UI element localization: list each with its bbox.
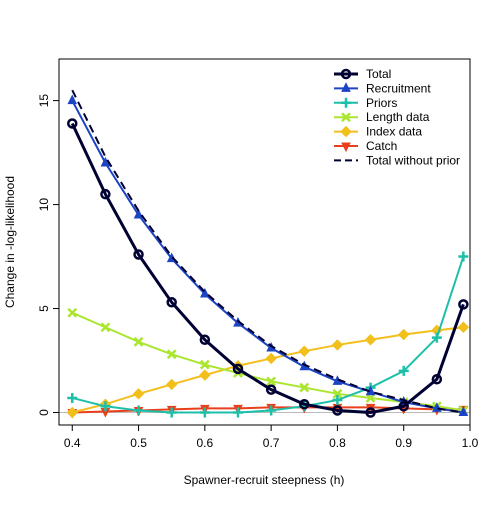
data-point-priors — [166, 407, 177, 418]
y-tick-label: 0 — [37, 409, 51, 416]
data-point-priors — [133, 405, 144, 416]
legend-item-total-without-prior: Total without prior — [334, 153, 460, 167]
data-point-total — [299, 398, 310, 410]
legend-label-catch: Catch — [366, 139, 397, 153]
legend-item-catch: Catch — [334, 139, 397, 153]
data-point-priors — [458, 251, 469, 262]
data-point-total — [100, 188, 111, 200]
data-point-length-data — [266, 376, 277, 387]
x-tick-label: 0.9 — [395, 436, 412, 450]
series-length-data — [67, 307, 469, 416]
data-point-priors — [398, 365, 409, 376]
series-total — [67, 118, 469, 418]
data-point-recruitment — [100, 156, 111, 167]
data-point-total — [365, 407, 376, 418]
data-point-total — [332, 405, 343, 416]
data-point-index-data — [132, 388, 145, 400]
data-point-priors — [67, 392, 78, 403]
data-point-length-data — [100, 322, 111, 333]
x-tick-label: 0.7 — [263, 436, 280, 450]
legend-item-index-data: Index data — [334, 125, 422, 139]
legend-item-length-data: Length data — [334, 110, 430, 124]
data-point-recruitment — [200, 287, 210, 298]
legend-item-total: Total — [334, 67, 391, 81]
x-tick-label: 0.8 — [329, 436, 346, 450]
data-point-total — [398, 401, 409, 412]
y-tick-label: 15 — [37, 94, 51, 108]
legend-item-recruitment: Recruitment — [334, 81, 431, 95]
y-axis-label: Change in -log-likelihood — [3, 176, 17, 308]
legend-label-length-data: Length data — [366, 110, 430, 124]
legend-label-index-data: Index data — [366, 125, 422, 139]
data-point-length-data — [166, 349, 177, 360]
data-point-index-data — [298, 345, 310, 357]
data-point-total — [199, 334, 211, 345]
data-point-total — [265, 384, 277, 395]
legend-marker-recruitment — [341, 82, 351, 92]
legend-marker-index-data — [340, 125, 352, 138]
data-point-total — [431, 374, 443, 385]
data-point-index-data — [457, 321, 470, 333]
data-point-length-data — [67, 307, 78, 318]
x-axis-label: Spawner-recruit steepness (h) — [184, 473, 345, 487]
data-point-length-data — [299, 382, 310, 393]
data-point-priors — [266, 405, 277, 416]
y-tick-label: 10 — [37, 198, 51, 212]
data-point-index-data — [199, 369, 211, 381]
legend-marker-length-data — [341, 112, 351, 123]
data-point-priors — [431, 332, 442, 343]
legend-marker-priors — [341, 97, 351, 108]
plot-frame — [58, 58, 471, 426]
legend-marker-total — [340, 68, 352, 80]
data-point-total — [67, 118, 78, 129]
data-point-index-data — [66, 406, 78, 419]
legend-marker-catch — [341, 142, 351, 153]
legend-label-total: Total — [366, 67, 391, 81]
data-point-recruitment — [133, 208, 144, 219]
data-point-length-data — [133, 336, 144, 347]
data-point-length-data — [365, 393, 376, 403]
x-tick-label: 0.4 — [64, 436, 81, 450]
data-point-index-data — [331, 339, 344, 351]
data-point-index-data — [364, 334, 377, 346]
data-point-total — [458, 299, 469, 310]
series-index-data — [66, 321, 470, 419]
legend-item-priors: Priors — [334, 96, 397, 110]
data-point-total — [133, 249, 144, 260]
series-total-without-prior — [71, 89, 464, 414]
data-point-index-data — [265, 352, 277, 365]
x-tick-label: 0.5 — [130, 436, 147, 450]
data-point-total — [232, 363, 244, 375]
legend-label-priors: Priors — [366, 96, 397, 110]
legend-label-total-without-prior: Total without prior — [366, 153, 460, 167]
series-line-total-without-prior — [71, 89, 464, 414]
series-line-total — [70, 122, 465, 415]
data-point-priors — [100, 401, 111, 412]
data-point-recruitment — [67, 94, 78, 105]
legend-label-recruitment: Recruitment — [366, 81, 431, 95]
data-point-priors — [232, 407, 243, 418]
data-point-priors — [199, 407, 210, 418]
x-tick-label: 1.0 — [462, 436, 479, 450]
y-tick-label: 5 — [37, 305, 51, 312]
data-point-length-data — [332, 388, 343, 399]
x-tick-label: 0.6 — [196, 436, 213, 450]
data-point-total — [166, 297, 177, 308]
data-point-length-data — [199, 359, 210, 370]
data-point-index-data — [398, 328, 410, 341]
data-point-index-data — [165, 378, 178, 391]
data-point-priors — [332, 395, 343, 406]
